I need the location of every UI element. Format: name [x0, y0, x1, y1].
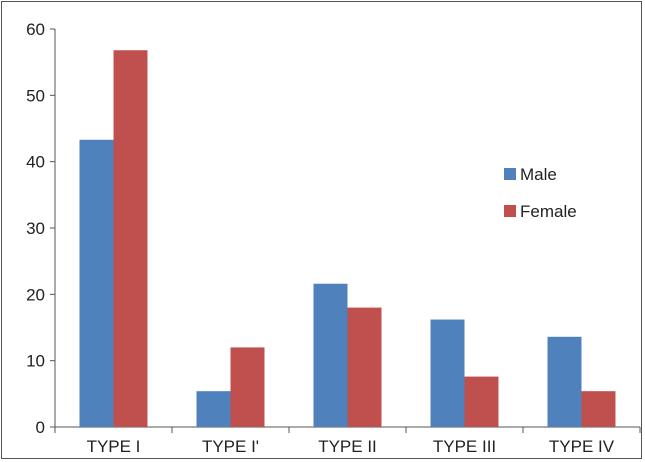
bar-male-2	[196, 391, 231, 427]
bar-male-5	[547, 336, 582, 427]
y-tick-label: 60	[26, 20, 45, 39]
legend-label-female: Female	[520, 202, 577, 221]
x-tick-label: TYPE II	[318, 437, 377, 456]
bars	[79, 50, 616, 428]
legend-swatch-female	[504, 205, 516, 217]
y-tick-label: 30	[26, 219, 45, 238]
y-tick-label: 20	[26, 285, 45, 304]
bar-male-3	[313, 283, 348, 427]
y-tick-label: 10	[26, 352, 45, 371]
bar-female-4	[464, 376, 499, 427]
bar-female-1	[113, 50, 148, 428]
y-tick-label: 40	[26, 153, 45, 172]
x-tick-label: TYPE I'	[202, 437, 259, 456]
y-tick-label: 50	[26, 86, 45, 105]
x-tick-label: TYPE I	[87, 437, 141, 456]
x-tick-label: TYPE III	[433, 437, 496, 456]
legend-label-male: Male	[520, 165, 557, 184]
bar-male-4	[430, 319, 465, 427]
x-tick-label: TYPE IV	[549, 437, 615, 456]
y-axis: 0 10 20 30 40 50 60	[26, 20, 56, 437]
bar-female-3	[347, 307, 382, 427]
bar-female-2	[230, 347, 265, 427]
legend: Male Female	[504, 165, 577, 221]
x-axis: TYPE I TYPE I' TYPE II TYPE III TYPE IV	[54, 426, 641, 456]
legend-swatch-male	[504, 168, 516, 180]
bar-male-1	[79, 139, 114, 427]
bar-female-5	[581, 391, 616, 427]
y-tick-label: 0	[36, 418, 45, 437]
